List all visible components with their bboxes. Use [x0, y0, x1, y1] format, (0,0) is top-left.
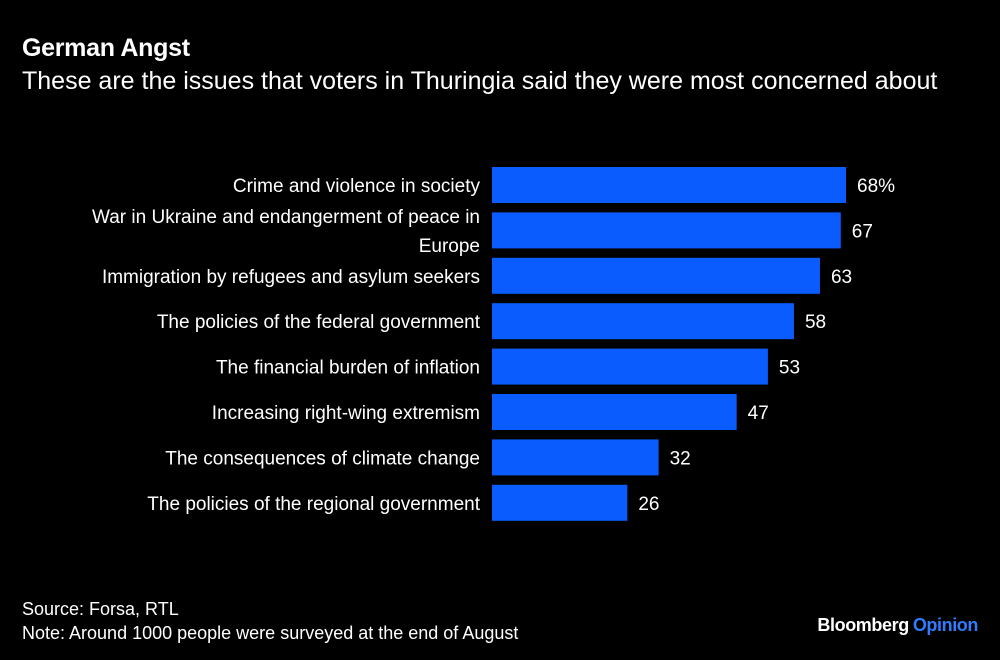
category-label-6: Increasing right-wing extremism: [212, 403, 480, 424]
chart-title: German Angst: [22, 34, 190, 62]
category-label-8: The policies of the regional government: [147, 494, 480, 515]
value-label-6: 47: [748, 403, 769, 424]
category-label-4: The policies of the federal government: [157, 312, 481, 333]
value-label-3: 63: [831, 267, 852, 288]
bar-6: [492, 394, 737, 430]
category-label-2-line-1: War in Ukraine and endangerment of peace…: [92, 207, 480, 228]
source-note: Source: Forsa, RTL: [22, 599, 179, 619]
bar-chart: 68% Crime and violence in society 67 War in…: [92, 167, 895, 521]
value-label-4: 58: [805, 312, 826, 333]
category-label-5: The financial burden of inflation: [216, 358, 480, 379]
brand-logo: Bloomberg Opinion: [817, 615, 978, 636]
brand-name: Bloomberg: [817, 615, 909, 635]
bar-4: [492, 303, 794, 340]
value-label-2: 67: [852, 221, 873, 242]
bar-2: [492, 212, 841, 249]
chart-subtitle: These are the issues that voters in Thur…: [22, 67, 938, 95]
category-label-7: The consequences of climate change: [165, 448, 480, 469]
value-label-8: 26: [638, 494, 659, 515]
bar-3: [492, 257, 820, 294]
chart-footer: Source: Forsa, RTL Note: Around 1000 peo…: [22, 597, 518, 645]
bar-7: [492, 439, 659, 476]
value-label-7: 32: [670, 448, 691, 469]
category-label-2-line-2: Europe: [419, 236, 480, 257]
brand-product: Opinion: [912, 615, 979, 635]
category-label-3: Immigration by refugees and asylum seeke…: [102, 267, 480, 288]
value-label-1: 68%: [857, 176, 895, 197]
bar-1: [492, 167, 846, 203]
survey-note: Note: Around 1000 people were surveyed a…: [22, 623, 519, 643]
bar-8: [492, 484, 628, 521]
category-label-1: Crime and violence in society: [233, 176, 481, 197]
value-label-5: 53: [779, 358, 800, 379]
bar-5: [492, 348, 768, 385]
